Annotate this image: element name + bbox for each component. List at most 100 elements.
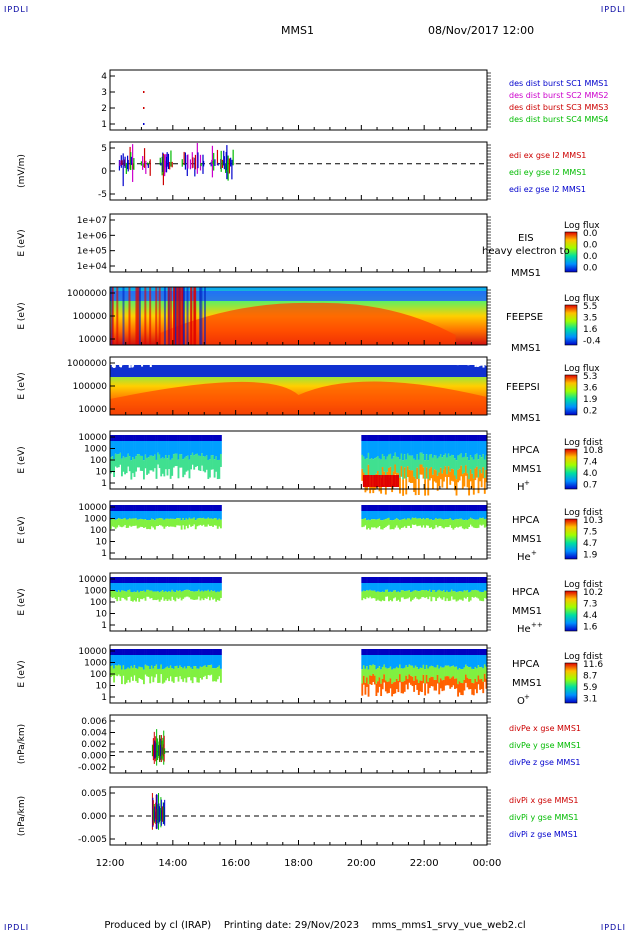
spectrogram-cell (196, 577, 199, 583)
spectrogram-cell (482, 517, 485, 525)
spectrogram-cell (416, 583, 419, 591)
spectrogram-cell (413, 667, 416, 681)
instrument-label: FEEPSI (506, 382, 540, 393)
spectrogram-cell (377, 519, 379, 528)
spectrogram-cell (383, 583, 386, 593)
y-tick-label: 100000 (73, 312, 108, 322)
spectrogram-cell (142, 577, 145, 583)
spectrogram-cell (480, 518, 483, 526)
spectrogram-cell (113, 511, 116, 520)
spectrogram-cell (406, 466, 409, 478)
spectrogram-cell (447, 519, 450, 528)
spectrogram-speckle (117, 359, 120, 363)
spectrogram-cell (413, 649, 416, 655)
y-tick-label: 1 (101, 549, 107, 559)
spectrogram-cell (185, 589, 188, 597)
spectrogram-speckle (486, 358, 489, 362)
spectrogram-cell (149, 669, 152, 684)
spectrogram-cell (155, 583, 158, 592)
spacecraft-label: MMS1 (511, 343, 541, 354)
spectrogram-cell (400, 649, 403, 655)
spectrogram-cell (386, 681, 389, 694)
spectrogram-cell (153, 520, 156, 530)
spectrogram-hpca_h (110, 435, 488, 496)
spectrogram-cell (460, 591, 463, 600)
spectrogram-speckle (483, 361, 486, 365)
spectrogram-cell (471, 590, 474, 598)
spectrogram-cell (446, 511, 449, 520)
spectrogram-cell (421, 655, 423, 668)
spectrogram-cell (127, 577, 130, 583)
spectrogram-cell (135, 441, 138, 457)
spectrogram-cell (158, 505, 161, 511)
spectrogram-cell (377, 441, 379, 456)
spectrogram-cell (147, 583, 150, 590)
spectrogram-cell (395, 518, 398, 526)
spectrogram-cell (207, 649, 210, 655)
spectrogram-cell (171, 505, 174, 511)
spectrogram-cell (380, 520, 383, 530)
spectrogram-cell (171, 518, 174, 527)
spectrogram-cell (155, 664, 158, 675)
spectrogram-cell (188, 577, 191, 583)
spectrogram-cell (446, 441, 449, 458)
spectrogram-cell (444, 435, 447, 441)
spectrogram-cell (383, 505, 386, 511)
spectrogram-cell (395, 649, 398, 655)
spectrogram-cell (435, 649, 438, 655)
spectrogram-cell (157, 583, 159, 592)
legend-entry: divPe z gse MMS1 (509, 758, 580, 767)
spectrogram-cell (381, 505, 384, 511)
spectrogram-cell (199, 511, 202, 518)
spectrogram-cell (157, 452, 159, 465)
spectrogram-cell (150, 665, 153, 677)
spectrogram-cell (403, 511, 406, 519)
spectrogram-cell (461, 441, 464, 458)
spectrogram-cell (449, 511, 452, 519)
spectrogram-speckle (467, 357, 470, 361)
colorbar-tick-label: 1.6 (583, 325, 598, 335)
spectrogram-cell (439, 649, 442, 655)
spectrogram-cell (389, 511, 392, 521)
spectrogram-cell (449, 505, 452, 511)
spectrogram-cell (452, 649, 455, 655)
spectrogram-cell (135, 668, 138, 682)
spectrogram-cell (372, 590, 375, 599)
spectrogram-cell (436, 674, 439, 684)
spectrogram-cell (180, 655, 183, 668)
spectrogram-cell (413, 476, 416, 492)
spectrogram-cell (435, 577, 438, 583)
spectrogram-cell (397, 457, 400, 474)
spectrogram-cell (364, 441, 367, 459)
spectrogram-cell (406, 577, 409, 583)
spectrogram-cell (144, 441, 147, 455)
spectrogram-cell (399, 583, 401, 593)
spectrogram-cell (116, 649, 119, 655)
spectrogram-cell (177, 505, 180, 511)
spectrogram-cell (392, 475, 395, 487)
spectrogram-cell (479, 505, 482, 511)
spectrogram-cell (397, 655, 400, 668)
spectrogram-cell (210, 511, 213, 519)
spectrogram-cell (131, 457, 134, 474)
spectrogram-streak (199, 287, 202, 345)
spectrogram-cell (146, 655, 148, 666)
spectrogram-cell (202, 456, 205, 472)
spectrogram-cell (410, 470, 412, 484)
colorbar-tick-label: 10.8 (583, 446, 603, 456)
spectrogram-cell (216, 435, 219, 441)
spectrogram-cell (196, 505, 199, 511)
spectrogram-cell (138, 649, 141, 655)
spectrogram-cell (199, 441, 202, 456)
y-tick-label: 1 (101, 120, 107, 130)
spectrogram-cell (169, 577, 172, 583)
spectrogram-cell (482, 655, 485, 669)
spectrogram-cell (452, 591, 455, 600)
spectrogram-cell (410, 649, 412, 655)
spectrogram-cell (455, 511, 458, 519)
spectrogram-cell (133, 505, 136, 511)
spectrogram-cell (168, 668, 170, 682)
spectrogram-cell (435, 505, 438, 511)
spectrogram-cell (402, 479, 405, 496)
spectrogram-cell (403, 467, 406, 479)
